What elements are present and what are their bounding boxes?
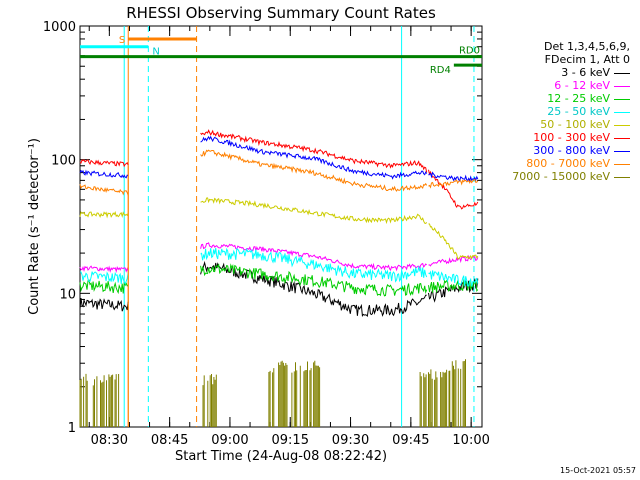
series-line — [79, 169, 129, 179]
timestamp: 15-Oct-2021 05:57 — [560, 466, 636, 475]
x-tick-label: 10:00 — [452, 433, 489, 448]
legend-entry: 25 - 50 keV — [486, 105, 630, 118]
series-line — [428, 169, 479, 210]
legend-entry: 12 - 25 keV — [486, 92, 630, 105]
legend-label: 300 - 800 keV — [533, 144, 610, 157]
legend-label: 100 - 300 keV — [533, 131, 610, 144]
series-line — [200, 242, 427, 272]
legend-swatch — [614, 163, 630, 165]
series-line — [79, 298, 129, 312]
series-line — [200, 260, 427, 318]
legend-label: 50 - 100 keV — [540, 118, 610, 131]
legend-entry: 300 - 800 keV — [486, 144, 630, 157]
legend-entry: 50 - 100 keV — [486, 118, 630, 131]
legend-swatch — [614, 72, 630, 74]
series-line — [79, 158, 129, 168]
legend-header-2: FDecim 1, Att 0 — [544, 53, 630, 66]
legend-label: 800 - 7000 keV — [526, 157, 610, 170]
series-line — [428, 270, 479, 287]
legend-swatch — [614, 137, 630, 139]
burst-spikes — [449, 359, 466, 427]
y-tick-label: 10 — [59, 287, 76, 302]
series-line — [79, 279, 129, 295]
legend-swatch — [614, 124, 630, 126]
series-line — [200, 129, 428, 173]
legend-header-1: Det 1,3,4,5,6,9, — [543, 40, 630, 53]
legend-entry: 6 - 12 keV — [486, 79, 630, 92]
series-line — [200, 135, 428, 180]
legend-label: 12 - 25 keV — [547, 92, 610, 105]
legend-swatch — [614, 98, 630, 100]
annotation-label: N — [152, 47, 159, 58]
x-axis-label: Start Time (24-Aug-08 08:22:42) — [175, 449, 387, 464]
legend-label: 3 - 6 keV — [561, 66, 610, 79]
series-line — [79, 184, 129, 196]
burst-spikes — [268, 360, 321, 427]
y-axis-label: Count Rate (s⁻¹ detector⁻¹) — [27, 138, 42, 315]
legend-label: 6 - 12 keV — [554, 79, 610, 92]
x-tick-label: 09:45 — [392, 433, 429, 448]
x-tick-label: 09:15 — [272, 433, 309, 448]
series-line — [79, 211, 129, 219]
burst-spikes — [419, 369, 450, 427]
legend: Det 1,3,4,5,6,9, FDecim 1, Att 0 3 - 6 k… — [486, 40, 630, 183]
burst-spikes — [79, 373, 120, 427]
annotation-label: RD0 — [459, 46, 480, 57]
series-line — [428, 178, 479, 189]
series-line — [79, 271, 129, 286]
x-tick-label: 08:45 — [151, 433, 188, 448]
legend-entry: 100 - 300 keV — [486, 131, 630, 144]
burst-spikes — [202, 374, 217, 427]
chart-title: RHESSI Observing Summary Count Rates — [126, 4, 436, 22]
series-line — [428, 171, 479, 183]
series-line — [200, 247, 428, 283]
series-line — [428, 254, 479, 267]
legend-swatch — [614, 85, 630, 87]
annotation-label: S — [119, 35, 125, 46]
x-tick-label: 08:30 — [91, 433, 128, 448]
x-tick-label: 09:00 — [211, 433, 248, 448]
series-line — [200, 263, 428, 297]
y-tick-label: 1000 — [43, 20, 76, 35]
legend-entry: 800 - 7000 keV — [486, 157, 630, 170]
legend-label: 25 - 50 keV — [547, 105, 610, 118]
series-line — [79, 265, 129, 274]
y-tick-label: 1 — [68, 421, 76, 436]
y-tick-label: 100 — [51, 154, 76, 169]
legend-swatch — [614, 150, 630, 152]
legend-entry: 3 - 6 keV — [486, 66, 630, 79]
series-line — [200, 149, 428, 192]
legend-swatch — [614, 111, 630, 113]
x-tick-label: 09:30 — [332, 433, 369, 448]
legend-label: 7000 - 15000 keV — [512, 170, 610, 183]
legend-swatch — [614, 176, 630, 178]
series-line — [200, 197, 428, 225]
legend-entry: 7000 - 15000 keV — [486, 170, 630, 183]
annotation-label: RD4 — [430, 65, 451, 76]
series-line — [428, 223, 479, 260]
